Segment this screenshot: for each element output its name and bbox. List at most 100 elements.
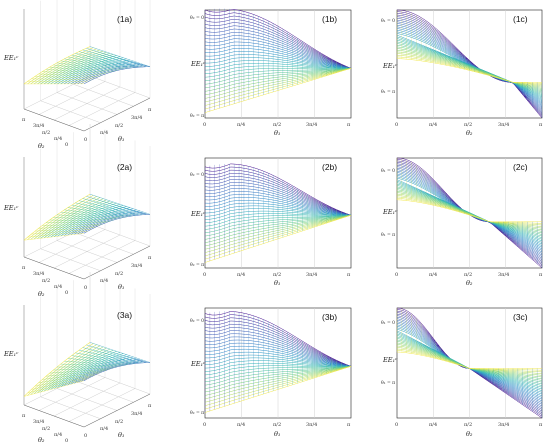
surface-line <box>38 373 99 383</box>
surface-ytick-3a-3: π/4 <box>54 432 62 438</box>
floor-gridline <box>89 223 151 247</box>
surface-xtick-2a-2: π/2 <box>115 271 123 277</box>
xtick-1b-4: π <box>347 122 351 128</box>
curves-1c <box>396 9 543 119</box>
ylabel-3c: EE₁ᶜ <box>382 356 398 364</box>
surface-ytick-1a-2: π/2 <box>42 130 50 136</box>
surface-panel-1a: (1a) EE₁ᶜ π 3π/4 π/2 π/4 0 θ₂ 0 π/4 π/2 … <box>3 0 152 150</box>
surface-ytick-3a-2: π/2 <box>42 426 50 432</box>
surface-line <box>82 347 143 364</box>
line-panel-3b: (3b) θ₂ = 0 θ₂ = π EE₁ᶜ 0 π/4 π/2 3π/4 π… <box>190 307 352 438</box>
surface-line <box>89 46 151 67</box>
xtick-1b-0: 0 <box>203 122 206 128</box>
row-3: (3a) EE₁ᶜ π 3π/4 π/2 π/4 0 θ₂ 0 π/4 π/2 … <box>3 272 543 444</box>
surface-line <box>86 344 147 363</box>
xtick-3c-2: π/2 <box>464 422 472 428</box>
ylabel-1b: EE₁ᶜ <box>190 60 206 68</box>
curves-1b <box>204 8 352 113</box>
surface-line <box>75 53 136 68</box>
surface-line <box>31 376 92 390</box>
surface-line <box>71 355 132 365</box>
surface-line <box>42 71 103 76</box>
surface-ylabel-1a: θ₂ <box>38 142 45 150</box>
bottom-annotation-1b: θ₂ = π <box>190 113 204 119</box>
surface-line <box>80 65 147 85</box>
xtick-1b-1: π/4 <box>237 122 245 128</box>
surface-line <box>82 49 143 68</box>
axis-line <box>23 256 85 280</box>
surface-mesh-3a <box>23 342 151 397</box>
surface-ytick-2a-1: 3π/4 <box>33 271 44 277</box>
surface-line <box>64 360 125 366</box>
surface-line <box>86 47 147 67</box>
surface-ytick-3a-4: 0 <box>65 438 68 444</box>
xtick-1c-0: 0 <box>395 122 398 128</box>
surface-line <box>64 209 125 218</box>
panel-label-2b: (2b) <box>322 162 337 172</box>
bottom-annotation-3b: θ₂ = π <box>190 410 204 416</box>
panel-label-3c: (3c) <box>513 312 528 322</box>
surface-line <box>23 233 85 241</box>
surface-line <box>67 358 129 365</box>
surface-mesh-1a <box>23 46 151 85</box>
surface-line <box>78 51 140 68</box>
surface-panel-3a: (3a) EE₁ᶜ π 3π/4 π/2 π/4 0 θ₂ 0 π/4 π/2 … <box>3 272 152 444</box>
floor-gridline <box>73 84 134 107</box>
surface-xtick-2a-1: π/4 <box>100 278 108 284</box>
row-1: (1a) EE₁ᶜ π 3π/4 π/2 π/4 0 θ₂ 0 π/4 π/2 … <box>3 0 543 150</box>
surface-line <box>34 227 96 232</box>
surface-line <box>34 76 96 79</box>
surface-xtick-3a-2: π/2 <box>115 419 123 425</box>
xlabel-1c: θ₂ <box>466 129 473 137</box>
surface-line <box>34 374 96 387</box>
line-panel-2b: (2b) θ₂ = 0 θ₂ = π EE₁ᶜ 0 π/4 π/2 3π/4 π… <box>190 157 352 287</box>
top-annotation-1b: θ₂ = 0 <box>190 15 204 21</box>
xtick-2c-0: 0 <box>395 272 398 278</box>
surface-line <box>38 73 99 77</box>
surface-ylabel-3a: θ₂ <box>38 436 45 444</box>
surface-ytick-3a-1: 3π/4 <box>33 419 44 425</box>
surface-line <box>38 225 99 229</box>
line-panel-3c: (3c) θ₁ = 0 θ₁ = π EE₁ᶜ 0 π/4 π/2 3π/4 π… <box>381 307 543 438</box>
grid-3c <box>433 308 506 418</box>
line-panel-1b: (1b) θ₂ = 0 θ₂ = π EE₁ᶜ 0 π/4 π/2 3π/4 π… <box>190 8 352 137</box>
row-2: (2a) EE₁ᶜ π 3π/4 π/2 π/4 0 θ₂ 0 π/4 π/2 … <box>3 124 543 298</box>
surface-xtick-3a-4: π <box>148 403 152 409</box>
panel-label-3a: (3a) <box>117 310 132 320</box>
curves-3c <box>396 307 543 419</box>
surface-xtick-3a-0: 0 <box>84 433 87 439</box>
surface-line <box>56 62 118 71</box>
surface-ytick-1a-3: π/4 <box>54 136 62 142</box>
bottom-annotation-3c: θ₁ = π <box>381 380 395 386</box>
top-annotation-1c: θ₁ = 0 <box>381 18 395 24</box>
floor-gridline <box>73 380 134 403</box>
top-annotation-2c: θ₁ = 0 <box>381 168 395 174</box>
surface-ylabel-2a: θ₂ <box>38 290 45 298</box>
surface-ytick-1a-1: 3π/4 <box>33 123 44 129</box>
axis-line <box>23 108 85 132</box>
surface-line <box>78 200 140 216</box>
floor-gridline <box>53 234 121 269</box>
floor-gridline <box>89 371 151 395</box>
surface-line <box>78 349 140 364</box>
ylabel-1c: EE₁ᶜ <box>382 62 398 70</box>
surface-line <box>49 368 110 374</box>
surface-line <box>56 214 118 220</box>
xtick-3b-2: π/2 <box>273 422 281 428</box>
xtick-2c-3: 3π/4 <box>498 272 509 278</box>
surface-line <box>49 66 110 73</box>
xtick-3c-4: π <box>539 422 543 428</box>
surface-line <box>82 198 143 215</box>
curves-2b <box>204 163 352 263</box>
xtick-3c-1: π/4 <box>429 422 437 428</box>
surface-line <box>67 56 129 69</box>
surface-xtick-3a-1: π/4 <box>100 426 108 432</box>
surface-line <box>45 69 107 74</box>
floor-gridline <box>89 75 151 99</box>
surface-line <box>67 207 129 217</box>
surface-xtick-3a-3: 3π/4 <box>131 411 142 417</box>
surface-line <box>71 54 132 69</box>
floor-gridline <box>73 232 134 255</box>
xtick-3b-4: π <box>347 422 351 428</box>
